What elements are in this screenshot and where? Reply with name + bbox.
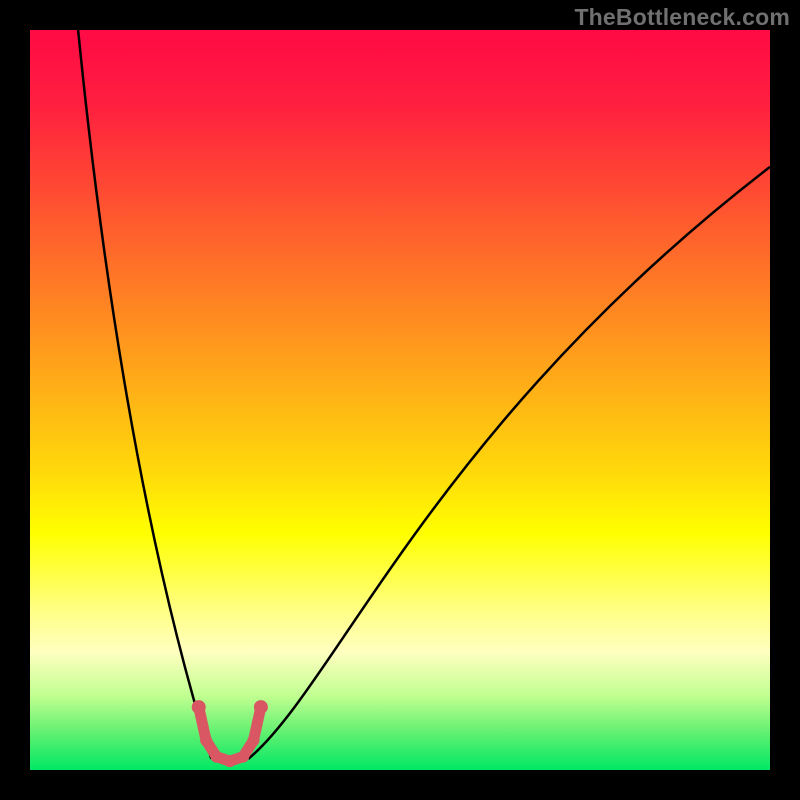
watermark-text: TheBottleneck.com <box>574 4 790 31</box>
chart-frame: TheBottleneck.com <box>0 0 800 800</box>
marker-dot-right <box>254 700 268 714</box>
gradient-background <box>30 30 770 770</box>
plot-area <box>30 30 770 770</box>
bottleneck-chart <box>30 30 770 770</box>
marker-dot-mid-2 <box>224 755 236 767</box>
marker-dot-mid-4 <box>247 734 259 746</box>
marker-dot-left <box>192 700 206 714</box>
marker-dot-mid-3 <box>237 751 249 763</box>
marker-dot-mid-1 <box>210 751 222 763</box>
marker-dot-mid-0 <box>200 734 212 746</box>
